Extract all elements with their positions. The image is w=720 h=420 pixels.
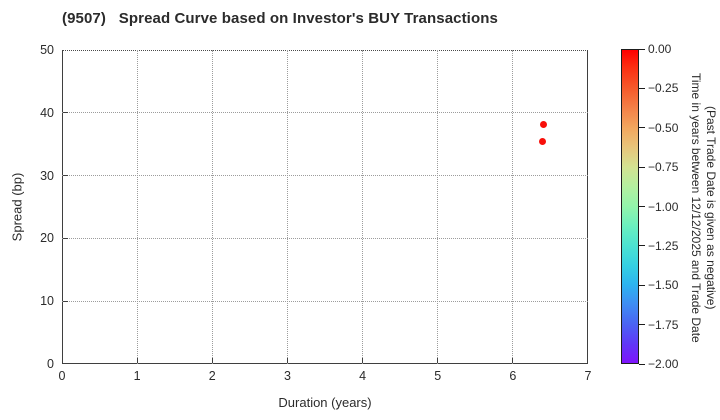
- gridline-vertical: [437, 50, 439, 364]
- y-tick-mark: [63, 300, 68, 302]
- colorbar-tick-label: −1.25: [648, 238, 679, 253]
- y-tick-label: 30: [40, 168, 54, 183]
- gridline-vertical: [512, 50, 514, 364]
- colorbar-tick-label: −0.25: [648, 81, 679, 96]
- x-tick-mark: [286, 358, 288, 363]
- x-tick-mark: [136, 358, 138, 363]
- gridline-horizontal: [62, 237, 588, 239]
- y-tick-mark: [63, 112, 68, 114]
- colorbar-tick-label: −2.00: [648, 357, 679, 371]
- y-tick-label: 0: [47, 357, 54, 371]
- x-tick-mark: [211, 358, 213, 363]
- data-point: [540, 120, 548, 128]
- chart-title: (9507) Spread Curve based on Investor's …: [62, 10, 498, 27]
- colorbar-tick-mark: [639, 48, 645, 50]
- x-tick-label: 4: [359, 369, 367, 383]
- colorbar-title-line2: (Past Trade Date is given as negative): [704, 106, 718, 310]
- colorbar-title: Time in years between 12/12/2025 and Tra…: [688, 40, 718, 376]
- colorbar-tick-mark: [639, 363, 645, 365]
- gridline-vertical: [286, 50, 288, 364]
- colorbar-tick-label: −0.75: [648, 160, 679, 175]
- colorbar-tick-label: −1.75: [648, 317, 679, 332]
- colorbar-tick-label: 0.00: [648, 42, 672, 56]
- x-tick-mark: [437, 358, 439, 363]
- y-tick-label: 10: [40, 294, 54, 309]
- gridline-horizontal: [62, 300, 588, 302]
- colorbar: [621, 49, 639, 364]
- gridline-vertical: [362, 50, 364, 364]
- colorbar-tick-mark: [639, 127, 645, 129]
- y-tick-label: 40: [40, 105, 54, 120]
- gridline-horizontal: [62, 175, 588, 177]
- x-tick-label: 1: [133, 369, 141, 383]
- x-tick-label: 0: [58, 369, 66, 383]
- y-tick-label: 50: [40, 43, 54, 57]
- colorbar-tick-label: −1.50: [648, 278, 679, 293]
- x-tick-label: 5: [434, 369, 442, 383]
- colorbar-tick-mark: [639, 166, 645, 168]
- y-tick-label: 20: [40, 231, 54, 246]
- colorbar-tick-label: −1.00: [648, 199, 679, 214]
- gridline-vertical: [136, 50, 138, 364]
- y-tick-mark: [63, 237, 68, 239]
- colorbar-tick-label: −0.50: [648, 120, 679, 135]
- x-axis-label: Duration (years): [278, 395, 372, 410]
- colorbar-tick-mark: [639, 284, 645, 286]
- gridline-horizontal: [62, 112, 588, 114]
- x-tick-label: 3: [283, 369, 291, 383]
- x-tick-label: 7: [584, 369, 592, 383]
- data-point: [538, 137, 546, 145]
- colorbar-title-line1: Time in years between 12/12/2025 and Tra…: [689, 73, 703, 343]
- colorbar-tick-mark: [639, 206, 645, 207]
- colorbar-tick-mark: [639, 324, 645, 326]
- gridline-vertical: [211, 50, 213, 364]
- colorbar-tick-mark: [639, 87, 645, 89]
- x-tick-label: 6: [509, 369, 517, 383]
- x-tick-mark: [512, 358, 514, 363]
- x-tick-label: 2: [208, 369, 216, 383]
- plot-area: [62, 50, 588, 364]
- y-tick-mark: [63, 175, 68, 177]
- colorbar-tick-mark: [639, 245, 645, 247]
- x-tick-mark: [362, 358, 364, 363]
